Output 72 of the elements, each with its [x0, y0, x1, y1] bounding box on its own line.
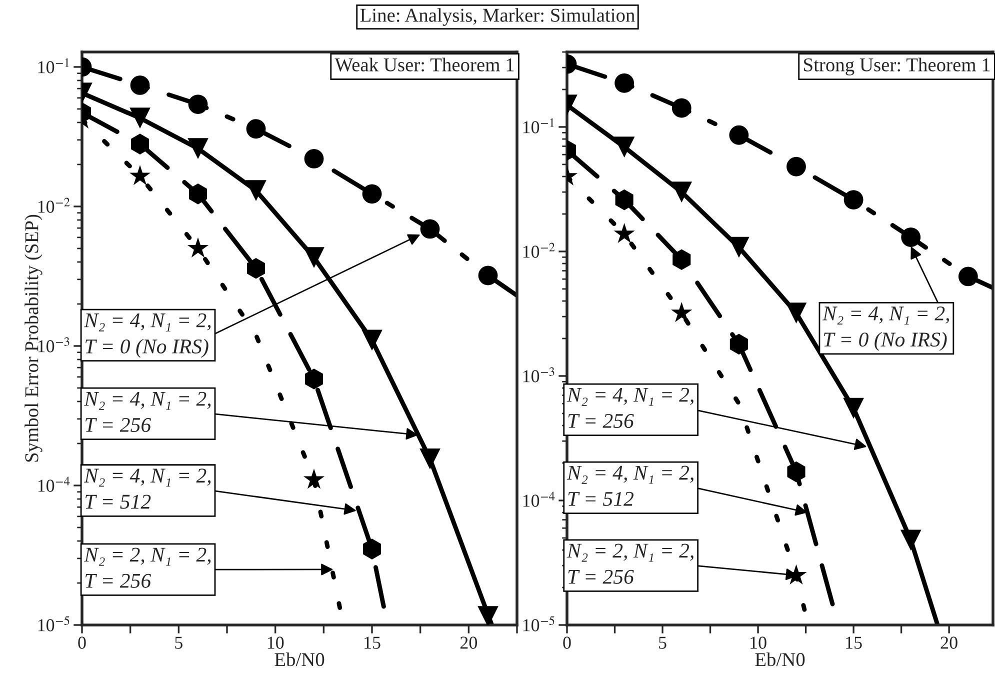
- point: [786, 302, 807, 324]
- point: [614, 222, 635, 244]
- x-tick-label: 15: [364, 636, 380, 649]
- point: [730, 334, 748, 355]
- point: [130, 75, 150, 95]
- x-tick-label: 15: [846, 636, 862, 649]
- y-tick-label: 10$^{−2}$: [38, 198, 70, 213]
- x-tick-label: 20: [940, 636, 958, 649]
- point: [614, 73, 634, 93]
- y-tick-label: 10$^{−5}$: [38, 616, 70, 632]
- point: [130, 108, 150, 129]
- point: [188, 184, 208, 204]
- y-tick-label: 10$^{−1}$: [523, 118, 554, 134]
- x-tick-label: 20: [460, 636, 478, 649]
- point: [787, 461, 806, 482]
- annotation: N₂ = 4, N₁ = 2, T = 512: [84, 468, 211, 509]
- annotation: N₂ = 2, N₁ = 2, T = 256: [84, 548, 211, 588]
- point: [844, 190, 864, 210]
- point: [729, 125, 749, 145]
- point: [420, 219, 440, 239]
- point: [478, 266, 498, 286]
- x-tick-label: 0: [78, 636, 86, 649]
- x-tick-label: 5: [175, 636, 182, 649]
- chart-title: Strong User: Theorem 1: [804, 58, 990, 76]
- point: [304, 148, 324, 168]
- chart-title: Weak User: Theorem 1: [334, 58, 514, 72]
- point: [362, 184, 382, 204]
- y-tick-label: 10$^{−3}$: [523, 367, 554, 382]
- x-axis-title: Eb/N0: [274, 652, 324, 666]
- y-tick-label: 10$^{−5}$: [523, 616, 554, 632]
- point: [901, 228, 921, 248]
- y-tick-label: 10$^{−4}$: [38, 476, 70, 492]
- point: [843, 398, 864, 419]
- point: [362, 538, 382, 560]
- annotation: N₂ = 4, N₁ = 2, T = 256: [84, 392, 211, 432]
- x-tick-label: 5: [659, 636, 666, 649]
- point: [672, 249, 691, 270]
- annotation: N₂ = 4, N₁ = 2, T = 0 (No IRS): [84, 313, 211, 358]
- annotation: N₂ = 4, N₁ = 2, T = 0 (No IRS): [822, 306, 949, 351]
- y-tick-label: 10$^{−2}$: [523, 242, 555, 258]
- point: [246, 180, 266, 201]
- point: [129, 165, 151, 186]
- point: [614, 136, 635, 158]
- point: [246, 119, 266, 139]
- point: [672, 98, 692, 118]
- point: [786, 156, 806, 176]
- x-tick-label: 10: [268, 636, 284, 649]
- point: [900, 530, 922, 551]
- point: [188, 94, 208, 114]
- point: [671, 182, 692, 202]
- point: [130, 134, 150, 154]
- point: [188, 138, 208, 159]
- y-tick-label: 10$^{−4}$: [523, 492, 555, 507]
- point: [362, 330, 382, 351]
- point: [246, 258, 266, 279]
- point: [303, 468, 325, 489]
- point: [671, 302, 692, 322]
- point: [304, 247, 324, 268]
- point: [958, 266, 978, 286]
- y-tick-label: 10$^{−1}$: [38, 58, 69, 74]
- text: Line: Analysis, Marker: Simulation: [360, 8, 635, 26]
- annotation: N₂ = 4, N₁ = 2, T = 256: [566, 388, 694, 428]
- x-axis-title: Eb/N0: [755, 652, 805, 666]
- point: [187, 237, 209, 258]
- point: [420, 448, 440, 470]
- x-tick-label: 0: [563, 636, 571, 649]
- point: [478, 606, 498, 625]
- point: [304, 368, 324, 390]
- annotation: N₂ = 4, N₁ = 2, T = 512: [566, 466, 694, 506]
- annotation: N₂ = 2, N₁ = 2, T = 256: [566, 544, 694, 584]
- x-tick-label: 10: [750, 636, 766, 649]
- point: [615, 189, 634, 210]
